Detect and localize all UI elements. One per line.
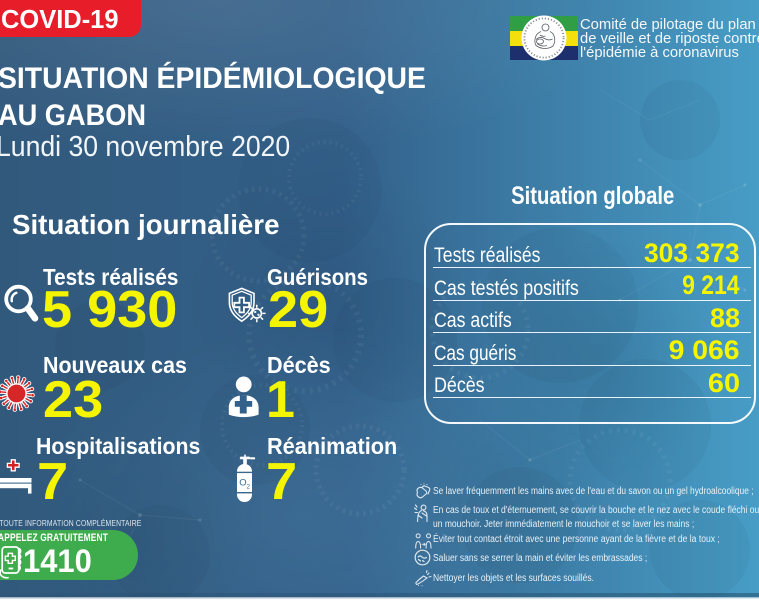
- svg-text:O: O: [239, 478, 246, 489]
- svg-text:2: 2: [247, 485, 251, 491]
